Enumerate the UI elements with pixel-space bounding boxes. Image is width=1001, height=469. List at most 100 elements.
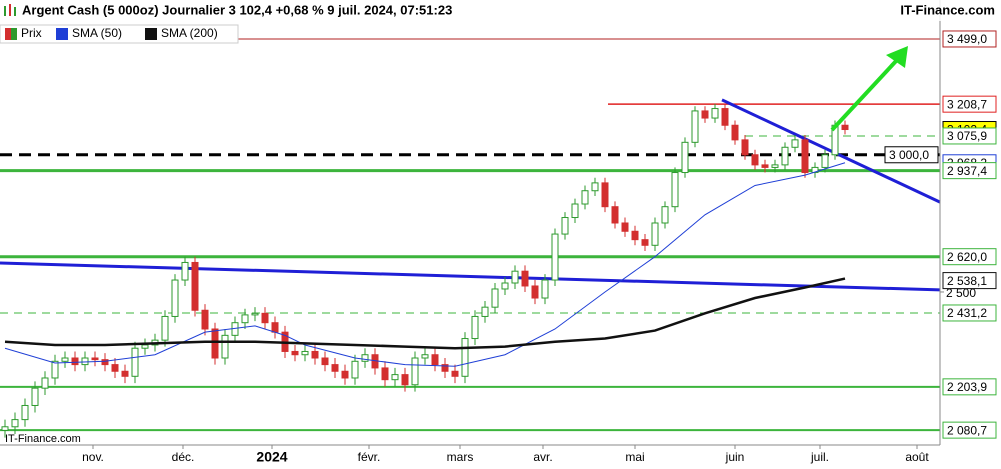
candle-body bbox=[691, 110, 699, 143]
candle-body bbox=[161, 315, 169, 341]
candle-body bbox=[131, 347, 139, 377]
candle-body bbox=[421, 354, 429, 359]
candle-body bbox=[171, 279, 179, 317]
candle-body bbox=[71, 357, 79, 366]
candle-body bbox=[271, 322, 279, 333]
candle-body bbox=[291, 350, 299, 356]
candle-body bbox=[801, 139, 809, 174]
candle-body bbox=[261, 312, 269, 324]
candle-body bbox=[301, 350, 309, 356]
candle-body bbox=[321, 357, 329, 366]
candle-body bbox=[641, 239, 649, 246]
candle-body bbox=[511, 270, 519, 284]
legend: Prix SMA (50) SMA (200) bbox=[0, 24, 239, 44]
logo-bar bbox=[14, 7, 16, 16]
candle-body bbox=[251, 312, 259, 316]
candle-body bbox=[721, 108, 729, 126]
y-tick-label: 2 500 bbox=[946, 286, 976, 300]
candle-body bbox=[461, 338, 469, 377]
candle-body bbox=[771, 164, 779, 168]
x-tick-label: mars bbox=[447, 450, 474, 464]
candle-body bbox=[61, 357, 69, 362]
candle-body bbox=[611, 206, 619, 224]
x-tick-label: nov. bbox=[82, 450, 104, 464]
trendline bbox=[721, 98, 941, 204]
candle-body bbox=[751, 154, 759, 166]
legend-label: SMA (200) bbox=[161, 26, 218, 40]
candle-body bbox=[351, 360, 359, 379]
level-label: 3 208,7 bbox=[947, 97, 987, 111]
candle-body bbox=[491, 288, 499, 308]
level-label: 3 075,9 bbox=[947, 129, 987, 143]
candle-body bbox=[581, 190, 589, 205]
candle-body bbox=[791, 139, 799, 148]
logo bbox=[4, 4, 16, 16]
level-label-box bbox=[942, 95, 997, 113]
level-label-box bbox=[942, 272, 997, 290]
candle-body bbox=[441, 364, 449, 372]
logo-bar bbox=[9, 4, 11, 16]
candle-body bbox=[201, 309, 209, 330]
candle-body bbox=[51, 360, 59, 379]
candle-body bbox=[391, 374, 399, 381]
trendline bbox=[0, 261, 941, 292]
brand: IT-Finance.com bbox=[900, 2, 995, 17]
watermark: IT-Finance.com bbox=[5, 433, 81, 445]
candle-body bbox=[541, 279, 549, 299]
candle-body bbox=[141, 344, 149, 349]
level-label: 3 499,0 bbox=[947, 32, 987, 46]
candle-body bbox=[411, 357, 419, 386]
candle-body bbox=[121, 370, 129, 377]
legend-swatch bbox=[11, 28, 17, 40]
candle-body bbox=[781, 146, 789, 166]
x-tick-label: août bbox=[905, 450, 929, 464]
level-label-box bbox=[942, 304, 997, 322]
candle-body bbox=[11, 419, 19, 428]
candle-body bbox=[591, 182, 599, 192]
candle-body bbox=[731, 124, 739, 141]
x-tick-label: juil. bbox=[810, 450, 829, 464]
level-label-box bbox=[942, 378, 997, 396]
candle-body bbox=[111, 364, 119, 372]
logo-bar bbox=[4, 6, 6, 16]
legend-label: Prix bbox=[21, 26, 42, 40]
candle-body bbox=[101, 359, 109, 366]
candle-body bbox=[671, 172, 679, 208]
candle-body bbox=[561, 217, 569, 235]
candle-body bbox=[841, 124, 849, 131]
arrow-shaft bbox=[830, 58, 899, 132]
candle-body bbox=[1, 426, 9, 431]
candle-body bbox=[741, 139, 749, 156]
x-tick-label: déc. bbox=[172, 450, 195, 464]
candle-body bbox=[531, 285, 539, 299]
candle-body bbox=[571, 203, 579, 219]
candle-body bbox=[681, 141, 689, 174]
sma-line bbox=[4, 277, 846, 350]
level-label-box bbox=[942, 162, 997, 180]
candle-body bbox=[621, 222, 629, 232]
candle-body bbox=[761, 164, 769, 168]
level-label: 3 000,0 bbox=[889, 148, 929, 162]
level-label-box bbox=[884, 146, 939, 164]
legend-swatch bbox=[5, 28, 11, 40]
legend-label: SMA (50) bbox=[72, 26, 122, 40]
candle-body bbox=[431, 354, 439, 366]
x-tick-label: févr. bbox=[358, 450, 381, 464]
candle-body bbox=[331, 364, 339, 372]
level-label-box bbox=[942, 127, 997, 145]
candle-body bbox=[551, 233, 559, 281]
candle-body bbox=[481, 306, 489, 317]
candle-body bbox=[211, 328, 219, 359]
sma-line bbox=[4, 162, 846, 367]
candle-body bbox=[41, 377, 49, 389]
candle-body bbox=[341, 370, 349, 379]
arrow bbox=[830, 46, 908, 132]
candle-body bbox=[401, 374, 409, 386]
chart-title: Argent Cash (5 000oz) Journalier 3 102,4… bbox=[22, 2, 452, 17]
level-label: 2 431,2 bbox=[947, 306, 987, 320]
candle-body bbox=[521, 270, 529, 287]
candle-body bbox=[821, 154, 829, 168]
candle-body bbox=[471, 315, 479, 340]
